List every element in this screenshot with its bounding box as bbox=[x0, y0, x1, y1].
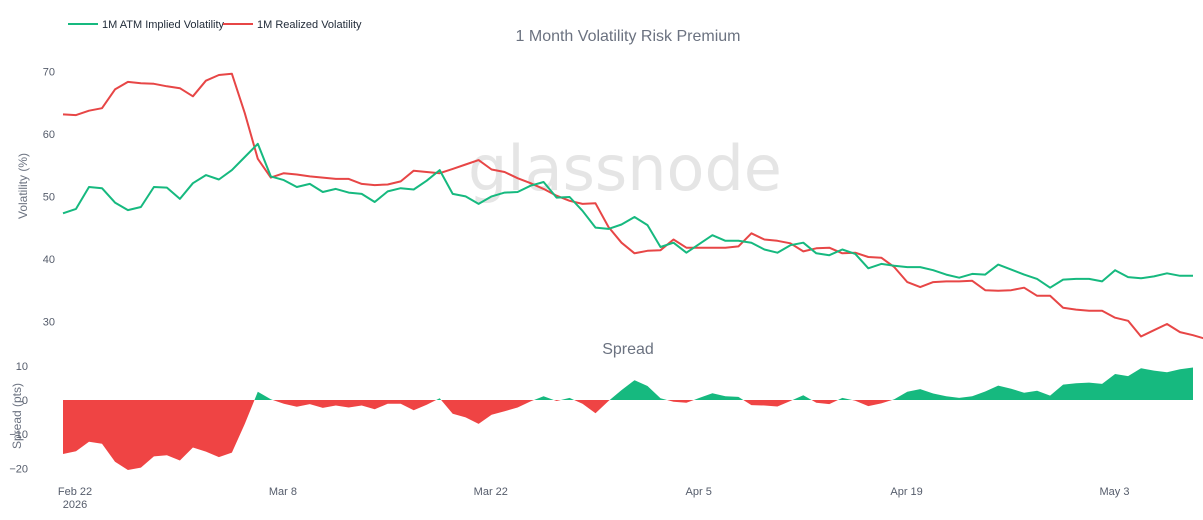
series-lines bbox=[62, 72, 1203, 340]
volatility-y-axis: 30 40 50 60 70 bbox=[43, 66, 55, 328]
volatility-tick-label: 60 bbox=[43, 129, 55, 141]
spread-negative-area bbox=[63, 400, 1193, 470]
spread-areas bbox=[63, 367, 1193, 470]
realized-volatility-line bbox=[62, 72, 1203, 340]
watermark: glassnode bbox=[468, 132, 782, 205]
spread-title: Spread bbox=[602, 341, 654, 358]
volatility-tick-label: 50 bbox=[43, 191, 55, 203]
chart-title: 1 Month Volatility Risk Premium bbox=[516, 28, 741, 45]
spread-tick-label: 0 bbox=[22, 395, 28, 407]
x-tick-label: Mar 22 bbox=[474, 486, 508, 498]
x-tick-label: May 3 bbox=[1100, 486, 1130, 498]
legend-realized-label[interactable]: 1M Realized Volatility bbox=[257, 19, 362, 31]
spread-axis-title: Spread (pts) bbox=[10, 383, 24, 449]
spread-tick-label: 10 bbox=[16, 361, 28, 373]
volatility-axis-title: Volatility (%) bbox=[16, 153, 30, 219]
implied-volatility-line bbox=[62, 142, 1193, 289]
x-tick-label: Apr 19 bbox=[890, 486, 922, 498]
volatility-tick-label: 40 bbox=[43, 254, 55, 266]
spread-tick-label: −20 bbox=[9, 463, 28, 475]
spread-positive-area bbox=[63, 367, 1193, 400]
legend: 1M ATM Implied Volatility 1M Realized Vo… bbox=[68, 19, 362, 31]
volatility-tick-label: 30 bbox=[43, 316, 55, 328]
x-tick-label: Apr 5 bbox=[686, 486, 712, 498]
x-tick-label: Mar 8 bbox=[269, 486, 297, 498]
volatility-tick-label: 70 bbox=[43, 66, 55, 78]
spread-y-axis: 10 0 −10 −20 bbox=[9, 361, 28, 476]
x-tick-label: Feb 22 bbox=[58, 486, 92, 498]
legend-implied-label[interactable]: 1M ATM Implied Volatility bbox=[102, 19, 225, 31]
spread-tick-label: −10 bbox=[9, 429, 28, 441]
x-tick-year: 2026 bbox=[63, 499, 87, 511]
